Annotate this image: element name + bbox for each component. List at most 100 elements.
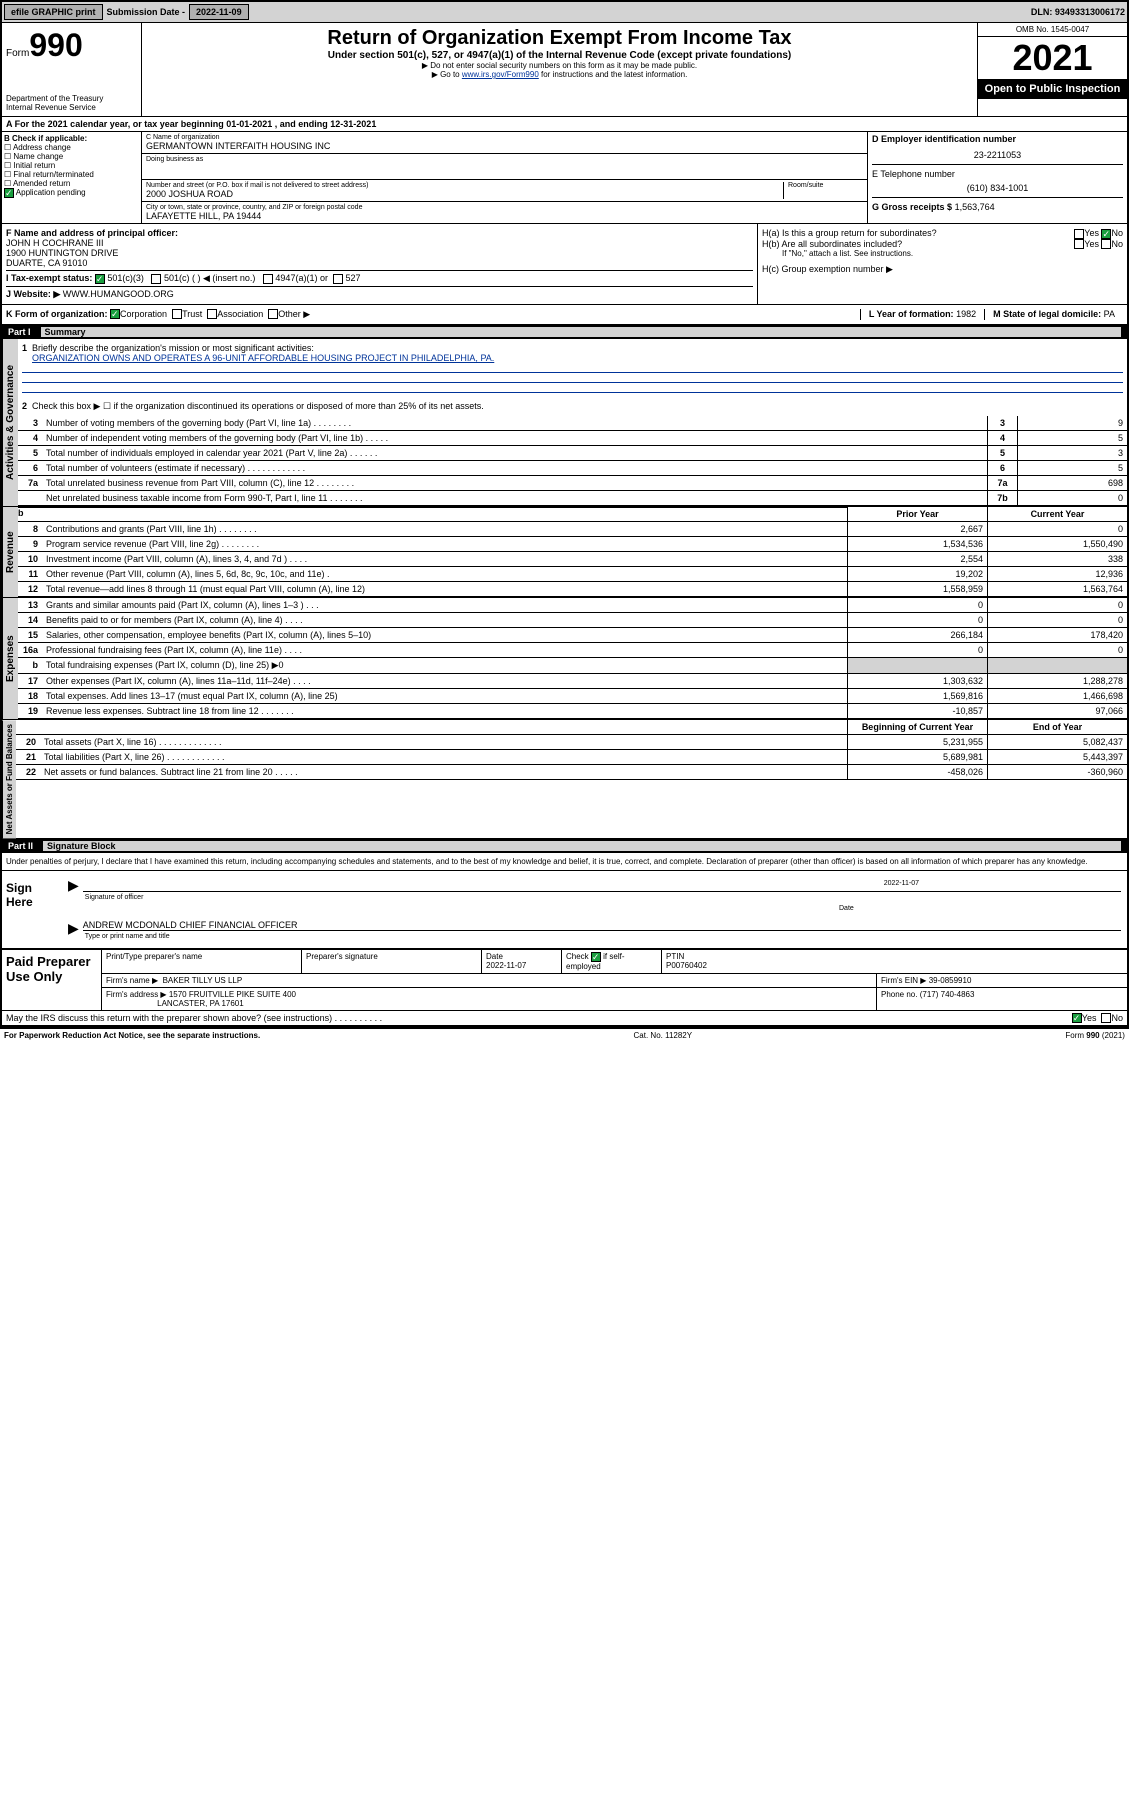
website: WWW.HUMANGOOD.ORG: [63, 289, 174, 299]
table-row: 9Program service revenue (Part VIII, lin…: [18, 537, 1127, 552]
chk-name[interactable]: ☐ Name change: [4, 152, 139, 161]
chk-amended[interactable]: ☐ Amended return: [4, 179, 139, 188]
open-public: Open to Public Inspection: [978, 79, 1127, 99]
part2-header: Part II Signature Block: [2, 839, 1127, 853]
l-label: L Year of formation:: [869, 309, 954, 319]
firm-phone: (717) 740-4863: [920, 990, 975, 999]
table-row: 21Total liabilities (Part X, line 26) . …: [16, 750, 1127, 765]
netassets-section: Net Assets or Fund Balances Beginning of…: [2, 720, 1127, 839]
hb-label: H(b) Are all subordinates included?: [762, 239, 902, 250]
footer-left: For Paperwork Reduction Act Notice, see …: [4, 1031, 260, 1040]
officer-addr2: DUARTE, CA 91010: [6, 258, 753, 268]
governance-label: Activities & Governance: [2, 339, 18, 506]
year-formation: 1982: [956, 309, 976, 319]
ha-label: H(a) Is this a group return for subordin…: [762, 228, 937, 239]
irs-link[interactable]: www.irs.gov/Form990: [462, 70, 539, 79]
sig-date: 2022-11-07: [884, 880, 919, 887]
expenses-label: Expenses: [2, 598, 18, 719]
form-label: Form: [6, 48, 29, 59]
org-name: GERMANTOWN INTERFAITH HOUSING INC: [146, 141, 863, 151]
prep-date: 2022-11-07: [486, 961, 526, 970]
chk-discuss-yes[interactable]: [1072, 1013, 1082, 1023]
signer-name: ANDREW MCDONALD CHIEF FINANCIAL OFFICER: [83, 920, 1121, 930]
mission-text: ORGANIZATION OWNS AND OPERATES A 96-UNIT…: [32, 353, 494, 363]
table-row: 16aProfessional fundraising fees (Part I…: [18, 643, 1127, 658]
room-label: Room/suite: [788, 182, 863, 189]
chk-527[interactable]: [333, 274, 343, 284]
table-row: 10Investment income (Part VIII, column (…: [18, 552, 1127, 567]
ptin: P00760402: [666, 961, 707, 970]
chk-hb-yes[interactable]: [1074, 239, 1084, 249]
dba-label: Doing business as: [146, 156, 863, 163]
chk-trust[interactable]: [172, 309, 182, 319]
penalty-text: Under penalties of perjury, I declare th…: [2, 853, 1127, 870]
row-k: K Form of organization: Corporation Trus…: [2, 305, 1127, 325]
table-row: 3Number of voting members of the governi…: [18, 416, 1127, 431]
firm-ein: 39-0859910: [929, 976, 972, 985]
i-label: I Tax-exempt status:: [6, 273, 92, 283]
chk-self-employed[interactable]: [591, 952, 601, 962]
arrow-icon: ▶: [68, 877, 79, 914]
arrow-icon: ▶: [68, 920, 79, 942]
footer-mid: Cat. No. 11282Y: [634, 1031, 693, 1040]
chk-final[interactable]: ☐ Final return/terminated: [4, 170, 139, 179]
chk-501c[interactable]: [151, 274, 161, 284]
sig-officer-label: Signature of officer: [85, 894, 884, 901]
c-label: C Name of organization: [146, 134, 863, 141]
chk-corp[interactable]: [110, 309, 120, 319]
table-row: 11Other revenue (Part VIII, column (A), …: [18, 567, 1127, 582]
section-b: B Check if applicable: ☐ Address change …: [2, 132, 1127, 224]
table-row: 20Total assets (Part X, line 16) . . . .…: [16, 735, 1127, 750]
firm-name: BAKER TILLY US LLP: [163, 976, 243, 985]
k-label: K Form of organization:: [6, 309, 108, 320]
table-row: 17Other expenses (Part IX, column (A), l…: [18, 674, 1127, 689]
chk-other[interactable]: [268, 309, 278, 319]
line2-desc: Check this box ▶ ☐ if the organization d…: [32, 401, 484, 411]
ein: 23-2211053: [872, 150, 1123, 160]
form-header: Form990 Department of the Treasury Inter…: [2, 23, 1127, 117]
table-row: 19Revenue less expenses. Subtract line 1…: [18, 704, 1127, 719]
chk-hb-no[interactable]: [1101, 239, 1111, 249]
table-row: 7aTotal unrelated business revenue from …: [18, 476, 1127, 491]
top-bar: efile GRAPHIC print Submission Date - 20…: [2, 2, 1127, 23]
submission-date: 2022-11-09: [189, 4, 249, 20]
submission-label: Submission Date -: [107, 7, 186, 17]
chk-initial[interactable]: ☐ Initial return: [4, 161, 139, 170]
chk-discuss-no[interactable]: [1101, 1013, 1111, 1023]
b-label: B Check if applicable:: [4, 134, 139, 143]
end-year-header: End of Year: [987, 720, 1127, 734]
part1-header: Part I Summary: [2, 325, 1127, 339]
begin-year-header: Beginning of Current Year: [847, 720, 987, 734]
tax-year: 2021: [978, 37, 1127, 79]
line1-desc: Briefly describe the organization's miss…: [32, 343, 314, 353]
table-row: 18Total expenses. Add lines 13–17 (must …: [18, 689, 1127, 704]
chk-ha-no[interactable]: [1101, 229, 1111, 239]
firm-addr1: 1570 FRUITVILLE PIKE SUITE 400: [169, 990, 296, 999]
chk-assoc[interactable]: [207, 309, 217, 319]
efile-button[interactable]: efile GRAPHIC print: [4, 4, 103, 20]
page-footer: For Paperwork Reduction Act Notice, see …: [0, 1028, 1129, 1042]
chk-app: Application pending: [4, 188, 139, 198]
revenue-section: Revenue b Prior Year Current Year 8Contr…: [2, 507, 1127, 598]
j-label: J Website: ▶: [6, 289, 60, 299]
chk-4947[interactable]: [263, 274, 273, 284]
row-a: A For the 2021 calendar year, or tax yea…: [2, 117, 1127, 132]
chk-address[interactable]: ☐ Address change: [4, 143, 139, 152]
chk-ha-yes[interactable]: [1074, 229, 1084, 239]
form-title: Return of Organization Exempt From Incom…: [146, 27, 973, 50]
prep-name-label: Print/Type preparer's name: [102, 950, 302, 973]
sig-date-label: Date: [839, 905, 1119, 912]
gross-receipts: 1,563,764: [955, 202, 995, 212]
form-subtitle: Under section 501(c), 527, or 4947(a)(1)…: [146, 50, 973, 61]
firm-addr2: LANCASTER, PA 17601: [157, 999, 244, 1008]
officer-addr1: 1900 HUNTINGTON DRIVE: [6, 248, 753, 258]
table-row: 5Total number of individuals employed in…: [18, 446, 1127, 461]
note1: ▶ Do not enter social security numbers o…: [146, 61, 973, 70]
table-row: 4Number of independent voting members of…: [18, 431, 1127, 446]
hc-label: H(c) Group exemption number ▶: [762, 264, 1123, 275]
paid-preparer-section: Paid Preparer Use Only Print/Type prepar…: [2, 949, 1127, 1010]
domicile-state: PA: [1104, 309, 1115, 319]
discuss-text: May the IRS discuss this return with the…: [6, 1013, 1072, 1023]
chk-501c3[interactable]: [95, 274, 105, 284]
table-row: 6Total number of volunteers (estimate if…: [18, 461, 1127, 476]
